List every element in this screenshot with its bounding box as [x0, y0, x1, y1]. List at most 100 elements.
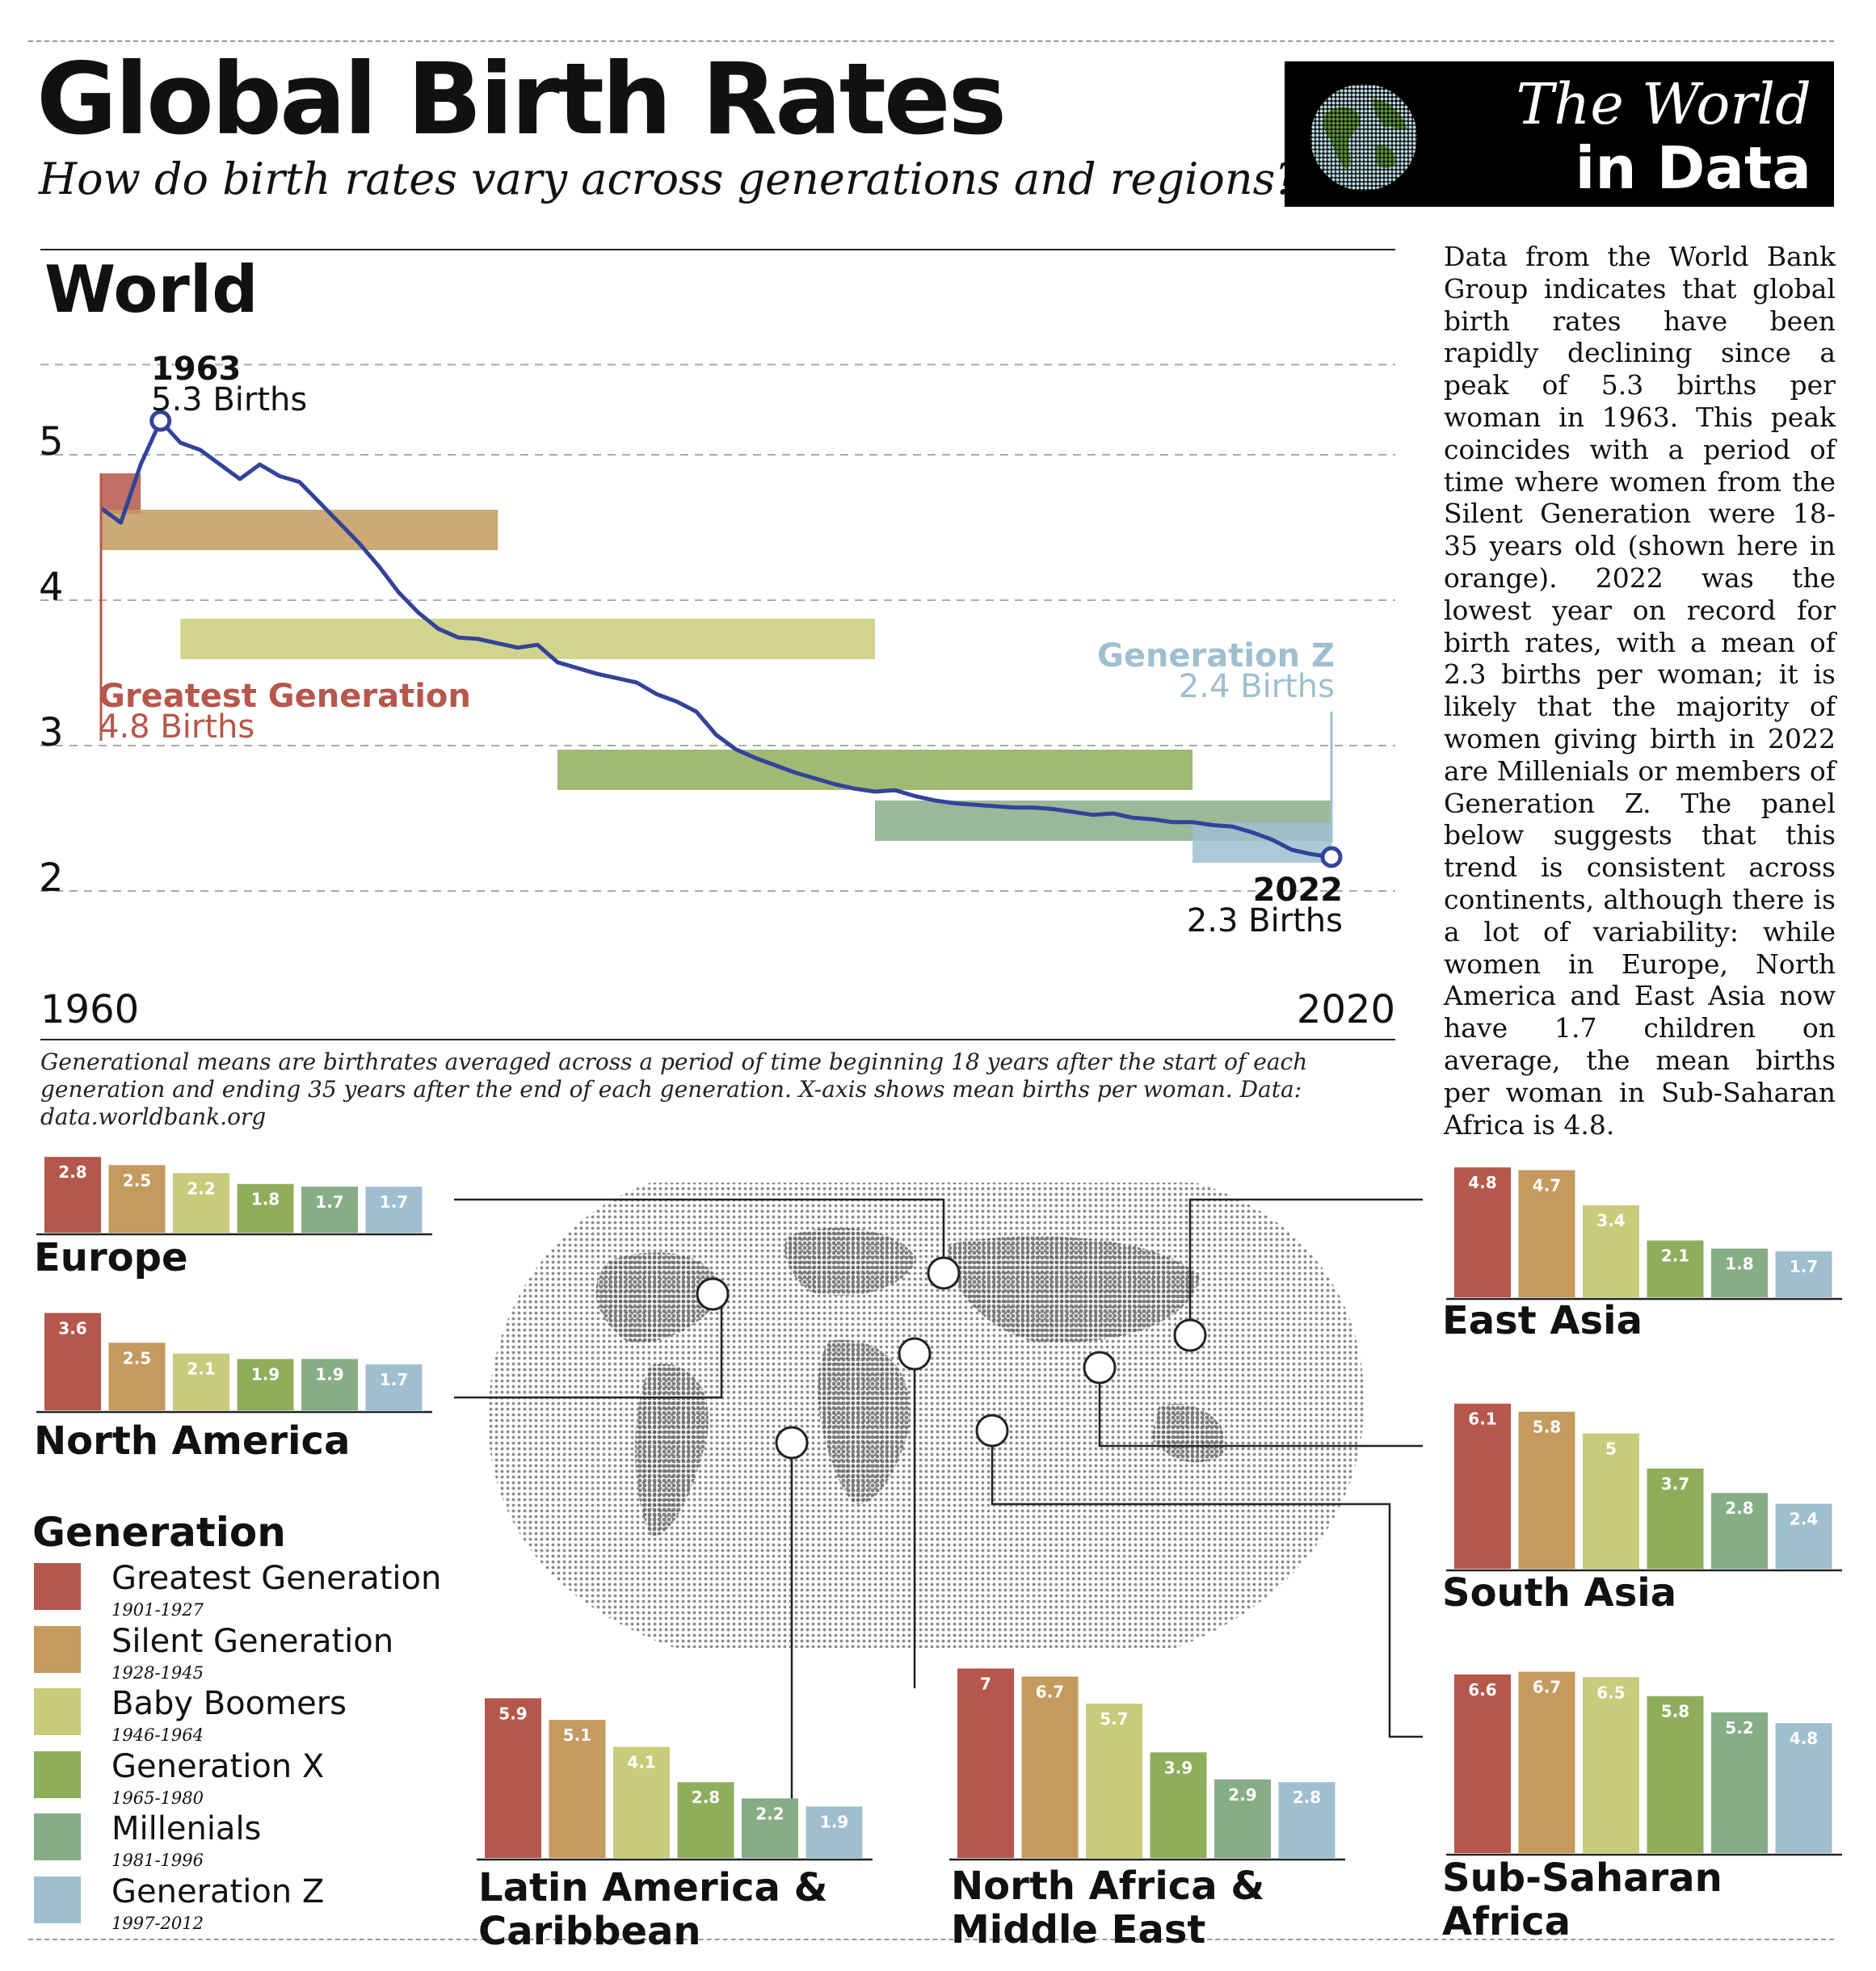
- region-label-latin-america: Latin America & Caribbean: [478, 1866, 828, 1953]
- bar-value-label: 5: [1605, 1439, 1617, 1459]
- bar-value-label: 2.2: [755, 1804, 784, 1823]
- bar-value-label: 1.7: [1790, 1257, 1818, 1276]
- bar-greatest-generation: [1454, 1674, 1511, 1853]
- marker-latin-america: [775, 1426, 809, 1460]
- marker-east-asia: [1173, 1318, 1207, 1352]
- world-description: Data from the World Bank Group indicates…: [1444, 241, 1836, 1141]
- bar-generation-x: [1647, 1469, 1704, 1569]
- bar-value-label: 5.2: [1725, 1718, 1753, 1738]
- marker-north-america: [696, 1277, 730, 1311]
- bar-value-label: 5.7: [1100, 1709, 1128, 1729]
- bar-value-label: 5.8: [1661, 1702, 1689, 1721]
- bar-greatest-generation: [44, 1157, 101, 1233]
- connector-ssa: [991, 1446, 1423, 1738]
- bar-baby-boomers: [173, 1353, 229, 1410]
- marker-europe: [927, 1256, 961, 1290]
- region-label-mena-line1: North Africa &: [951, 1864, 1265, 1909]
- bar-greatest-generation: [1454, 1403, 1511, 1569]
- east-asia-bar-chart: 4.8 4.7 3.4 2.1 1.8 1.7: [1446, 1167, 1842, 1301]
- peak-year-label: 1963: [151, 351, 241, 388]
- region-label-east-asia: East Asia: [1442, 1298, 1643, 1343]
- bar-generation-z: [365, 1364, 423, 1410]
- ssa-bar-chart: 6.6 6.7 6.5 5.8 5.2 4.8: [1446, 1671, 1842, 1856]
- bar-value-label: 4.8: [1468, 1173, 1496, 1192]
- bar-silent-generation: [108, 1165, 166, 1233]
- marker-ssa: [975, 1414, 1009, 1448]
- bar-baby-boomers: [1086, 1704, 1142, 1858]
- region-label-ssa: Sub-Saharan Africa: [1442, 1856, 1722, 1944]
- south-asia-bar-chart: 6.1 5.8 5 3.7 2.8 2.4: [1446, 1403, 1842, 1572]
- genz-annotation-name: Generation Z: [1097, 637, 1335, 675]
- legend-name: Greatest Generation: [111, 1560, 442, 1597]
- bar-value-label: 5.8: [1533, 1418, 1561, 1437]
- bar-value-label: 2.5: [123, 1348, 151, 1368]
- bar-millenials: [301, 1359, 358, 1410]
- region-label-latin-america-line1: Latin America &: [478, 1865, 828, 1910]
- legend-years: 1965-1980: [111, 1788, 204, 1808]
- world-heading: World: [44, 252, 259, 327]
- globe-icon: [1310, 84, 1417, 191]
- bottom-dashed-rule: [28, 1939, 1834, 1940]
- connector-europe: [454, 1198, 945, 1273]
- bar-value-label: 2.1: [1661, 1246, 1689, 1266]
- legend-swatch: [34, 1813, 81, 1860]
- low-marker: [1320, 846, 1343, 868]
- bar-generation-x: [1150, 1752, 1207, 1858]
- bar-value-label: 7: [980, 1675, 991, 1694]
- x-tick-label: 2020: [1297, 987, 1395, 1032]
- bar-generation-x: [1647, 1696, 1704, 1853]
- bar-value-label: 6.6: [1468, 1680, 1496, 1700]
- y-tick-label: 5: [39, 419, 64, 464]
- bar-generation-z: [1775, 1251, 1832, 1297]
- world-birth-rate-line: [99, 418, 1332, 859]
- bar-value-label: 1.8: [251, 1190, 280, 1209]
- legend-years: 1946-1964: [111, 1725, 204, 1745]
- region-label-mena: North Africa & Middle East: [951, 1864, 1264, 1952]
- bar-baby-boomers: [1583, 1205, 1639, 1297]
- legend-years: 1901-1927: [111, 1600, 204, 1620]
- bar-generation-x: [237, 1359, 294, 1410]
- bar-silent-generation: [1518, 1170, 1575, 1297]
- connector-east-asia: [1188, 1198, 1423, 1320]
- north-america-bar-chart: 3.6 2.5 2.1 1.9 1.9 1.7: [36, 1313, 432, 1414]
- latin-america-bar-chart: 5.9 5.1 4.1 2.8 2.2 1.9: [477, 1698, 873, 1861]
- bar-silent-generation: [1021, 1676, 1079, 1858]
- bar-millenials: [301, 1187, 358, 1233]
- legend-swatch: [34, 1688, 81, 1735]
- bar-baby-boomers: [173, 1173, 229, 1233]
- section-rule: [40, 249, 1395, 250]
- bar-value-label: 2.4: [1790, 1510, 1818, 1529]
- region-label-south-asia: South Asia: [1442, 1570, 1677, 1616]
- connector-north-america: [454, 1294, 723, 1399]
- bar-millenials: [742, 1798, 798, 1858]
- generation-band: [557, 750, 1193, 790]
- bar-value-label: 6.7: [1036, 1683, 1064, 1702]
- bar-silent-generation: [549, 1720, 606, 1858]
- mena-bar-chart: 7 6.7 5.7 3.9 2.9 2.8: [949, 1668, 1345, 1861]
- legend-swatch: [34, 1563, 81, 1610]
- generation-band: [101, 510, 498, 550]
- bar-generation-z: [1775, 1723, 1832, 1853]
- legend-title: Generation: [32, 1509, 286, 1556]
- y-tick-label: 2: [39, 855, 64, 901]
- bar-generation-z: [1278, 1782, 1335, 1858]
- y-tick-label: 3: [39, 710, 64, 755]
- bar-value-label: 2.9: [1228, 1785, 1256, 1805]
- bar-value-label: 2.8: [692, 1788, 720, 1807]
- legend-swatch: [34, 1876, 81, 1923]
- marker-mena: [898, 1337, 932, 1371]
- legend-name: Millenials: [111, 1810, 262, 1847]
- bar-value-label: 2.5: [123, 1170, 151, 1190]
- bar-value-label: 2.8: [58, 1162, 86, 1182]
- bar-value-label: 2.8: [1293, 1788, 1321, 1807]
- page-subtitle: How do birth rates vary across generatio…: [39, 153, 1299, 204]
- greatest-annotation-value: 4.8 Births: [99, 708, 254, 746]
- generation-band: [1192, 822, 1331, 863]
- top-dashed-rule: [28, 40, 1834, 42]
- connector-south-asia: [1098, 1383, 1423, 1448]
- bar-value-label: 3.6: [58, 1318, 86, 1338]
- bar-value-label: 4.1: [627, 1753, 655, 1772]
- bar-generation-z: [1775, 1503, 1832, 1569]
